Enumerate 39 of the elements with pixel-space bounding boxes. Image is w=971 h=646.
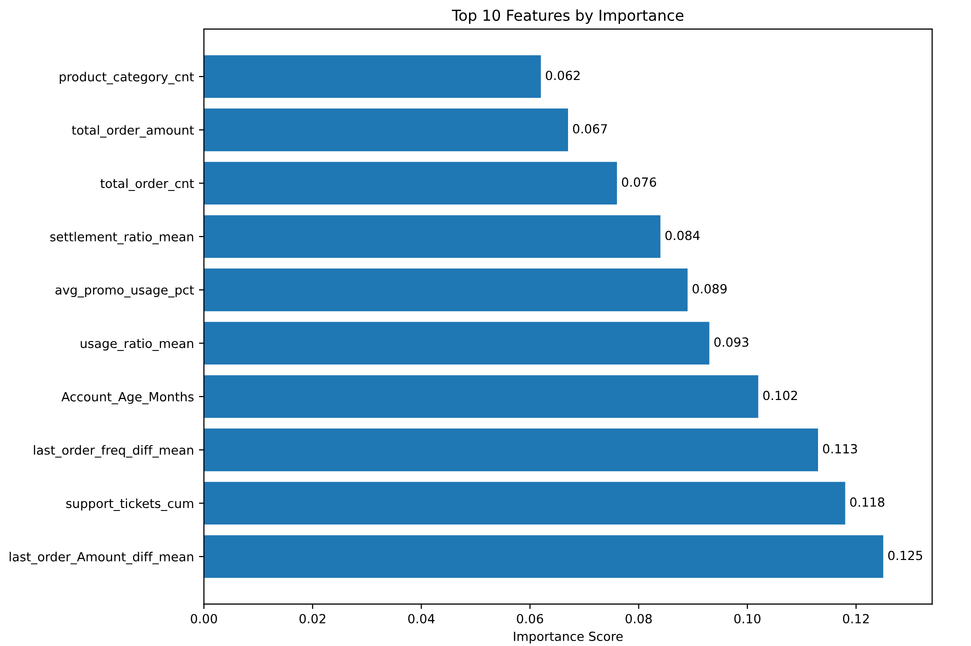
data-label: 0.084	[665, 230, 700, 240]
bar	[204, 55, 541, 98]
bar	[204, 482, 846, 525]
x-tick-label: 0.10	[734, 614, 760, 624]
data-label: 0.076	[622, 177, 656, 187]
data-label: 0.113	[823, 444, 857, 454]
y-tick-label: product_category_cnt	[60, 72, 194, 84]
bar	[204, 108, 568, 152]
y-tick-label: support_tickets_cum	[66, 498, 194, 511]
x-tick-label: 0.00	[190, 614, 217, 624]
y-tick-label: avg_promo_usage_pct	[56, 286, 194, 298]
x-tick-label: 0.04	[408, 614, 435, 624]
y-tick-label: last_order_freq_diff_mean	[34, 445, 194, 458]
x-axis-title: Importance Score	[514, 632, 623, 644]
data-label: 0.062	[546, 70, 580, 80]
bar	[204, 535, 884, 578]
data-label: 0.102	[763, 390, 797, 400]
x-tick-label: 0.08	[626, 614, 652, 624]
y-tick-label: total_order_cnt	[100, 178, 194, 191]
y-tick-label: usage_ratio_mean	[80, 338, 194, 351]
data-label: 0.093	[714, 337, 748, 347]
bar	[204, 428, 818, 472]
bar	[204, 375, 758, 418]
bar	[204, 215, 660, 258]
y-tick-label: last_order_Amount_diff_mean	[10, 552, 194, 564]
y-tick-label: Account_Age_Months	[61, 392, 194, 404]
x-tick-label: 0.06	[516, 614, 544, 624]
data-label: 0.089	[692, 284, 727, 294]
bar	[204, 268, 688, 312]
data-label: 0.118	[850, 497, 884, 507]
y-tick-label: total_order_amount	[72, 125, 194, 138]
data-label: 0.067	[573, 124, 607, 134]
x-tick-label: 0.12	[842, 614, 869, 624]
chart-title: Top 10 Features by Importance	[452, 9, 684, 24]
data-label: 0.125	[888, 550, 922, 560]
bar	[204, 162, 617, 205]
bar	[204, 322, 710, 365]
x-tick-label: 0.02	[300, 614, 326, 624]
y-tick-label: settlement_ratio_mean	[50, 232, 194, 244]
